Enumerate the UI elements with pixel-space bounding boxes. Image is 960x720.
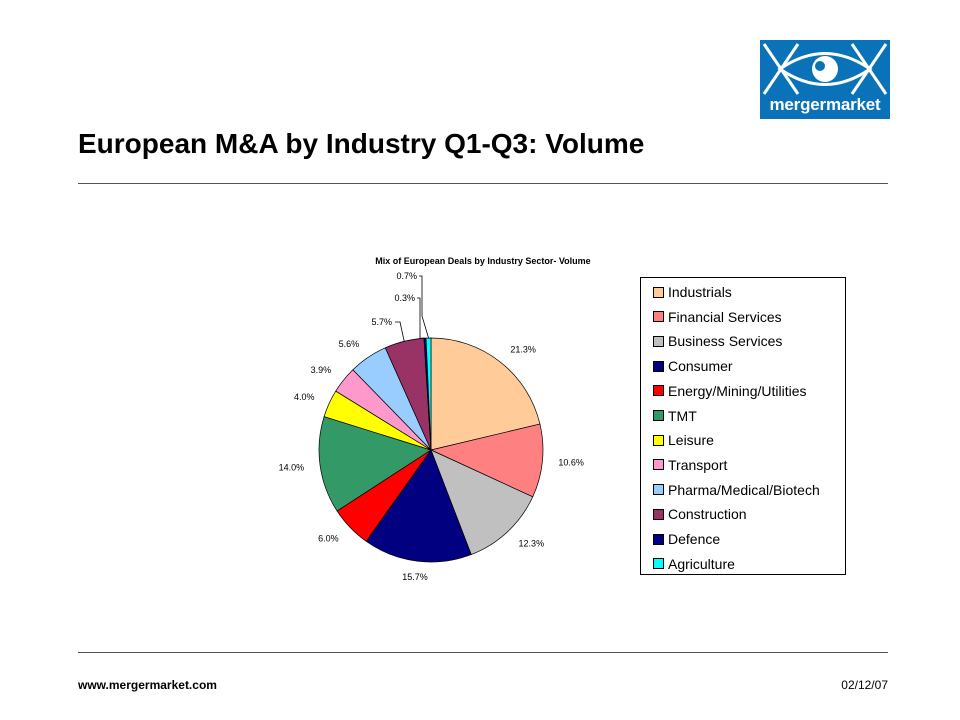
footer-date: 02/12/07 — [841, 678, 888, 692]
legend-label: Defence — [668, 531, 721, 547]
mergermarket-logo: mergermarket — [760, 40, 890, 119]
logo-text: mergermarket — [769, 95, 881, 114]
chart-title: Mix of European Deals by Industry Sector… — [375, 256, 590, 266]
pie-data-label: 0.3% — [394, 293, 415, 303]
legend-swatch — [653, 459, 664, 471]
chart-legend: Industrials Financial Services Business Se… — [640, 277, 846, 575]
legend-label: Agriculture — [668, 555, 735, 572]
legend-item: Defence — [653, 529, 720, 549]
legend-swatch — [653, 385, 664, 397]
legend-item: Industrials — [653, 282, 732, 302]
leader-line — [417, 297, 426, 339]
pie-data-label: 21.3% — [510, 345, 536, 355]
legend-label: Energy/Mining/Utilities — [668, 382, 807, 399]
pie-data-label: 10.6% — [558, 458, 584, 468]
legend-swatch — [653, 508, 664, 520]
pie-data-label: 12.3% — [519, 538, 545, 548]
pie-data-label: 6.0% — [318, 534, 339, 544]
pie-data-label: 5.6% — [339, 339, 360, 349]
legend-item: Business Services — [653, 331, 782, 351]
eye-logo-icon — [762, 43, 888, 95]
footer-url: www.mergermarket.com — [78, 678, 217, 692]
legend-item: Energy/Mining/Utilities — [653, 381, 807, 401]
legend-swatch — [653, 558, 664, 570]
legend-swatch — [653, 311, 664, 323]
title-divider — [78, 183, 888, 184]
legend-label: Transport — [668, 456, 728, 473]
legend-label: Leisure — [668, 432, 714, 449]
legend-label: Construction — [668, 506, 747, 523]
legend-item: Construction — [653, 504, 747, 524]
pie-data-label: 5.7% — [371, 317, 392, 327]
legend-swatch — [653, 410, 664, 421]
legend-label: Industrials — [668, 284, 732, 300]
leader-line — [419, 275, 429, 339]
legend-swatch — [653, 434, 664, 446]
legend-label: Pharma/Medical/Biotech — [668, 481, 820, 498]
pie-slice-tmt — [318, 416, 432, 512]
legend-label: Business Services — [668, 333, 783, 350]
legend-swatch — [653, 484, 664, 496]
legend-item: Consumer — [653, 356, 733, 376]
leader-line — [395, 321, 405, 342]
pie-data-label: 4.0% — [294, 392, 315, 402]
legend-item: Financial Services — [653, 307, 782, 327]
legend-item: Pharma/Medical/Biotech — [653, 480, 820, 500]
legend-item: Leisure — [653, 430, 714, 450]
page-title: European M&A by Industry Q1-Q3: Volume — [78, 128, 645, 159]
pie-data-label: 0.7% — [396, 271, 417, 281]
pie-slice-business-services — [430, 449, 534, 555]
legend-swatch — [653, 360, 664, 372]
pie-data-label: 15.7% — [402, 572, 428, 582]
footer-divider — [78, 652, 888, 653]
pie-data-label: 14.0% — [279, 462, 305, 472]
legend-item: TMT — [653, 406, 697, 426]
pie-slice-industrials — [430, 337, 541, 451]
legend-item: Transport — [653, 455, 727, 475]
pie-data-label: 3.9% — [311, 365, 332, 375]
legend-swatch — [653, 335, 664, 347]
legend-swatch — [653, 533, 664, 545]
legend-label: Financial Services — [668, 308, 782, 325]
legend-label: TMT — [668, 407, 697, 424]
pie-slice-financial-services — [429, 423, 544, 498]
legend-swatch — [653, 286, 664, 298]
legend-label: Consumer — [668, 358, 733, 375]
legend-item: Agriculture — [653, 554, 735, 574]
pie-slice-consumer — [365, 449, 472, 563]
